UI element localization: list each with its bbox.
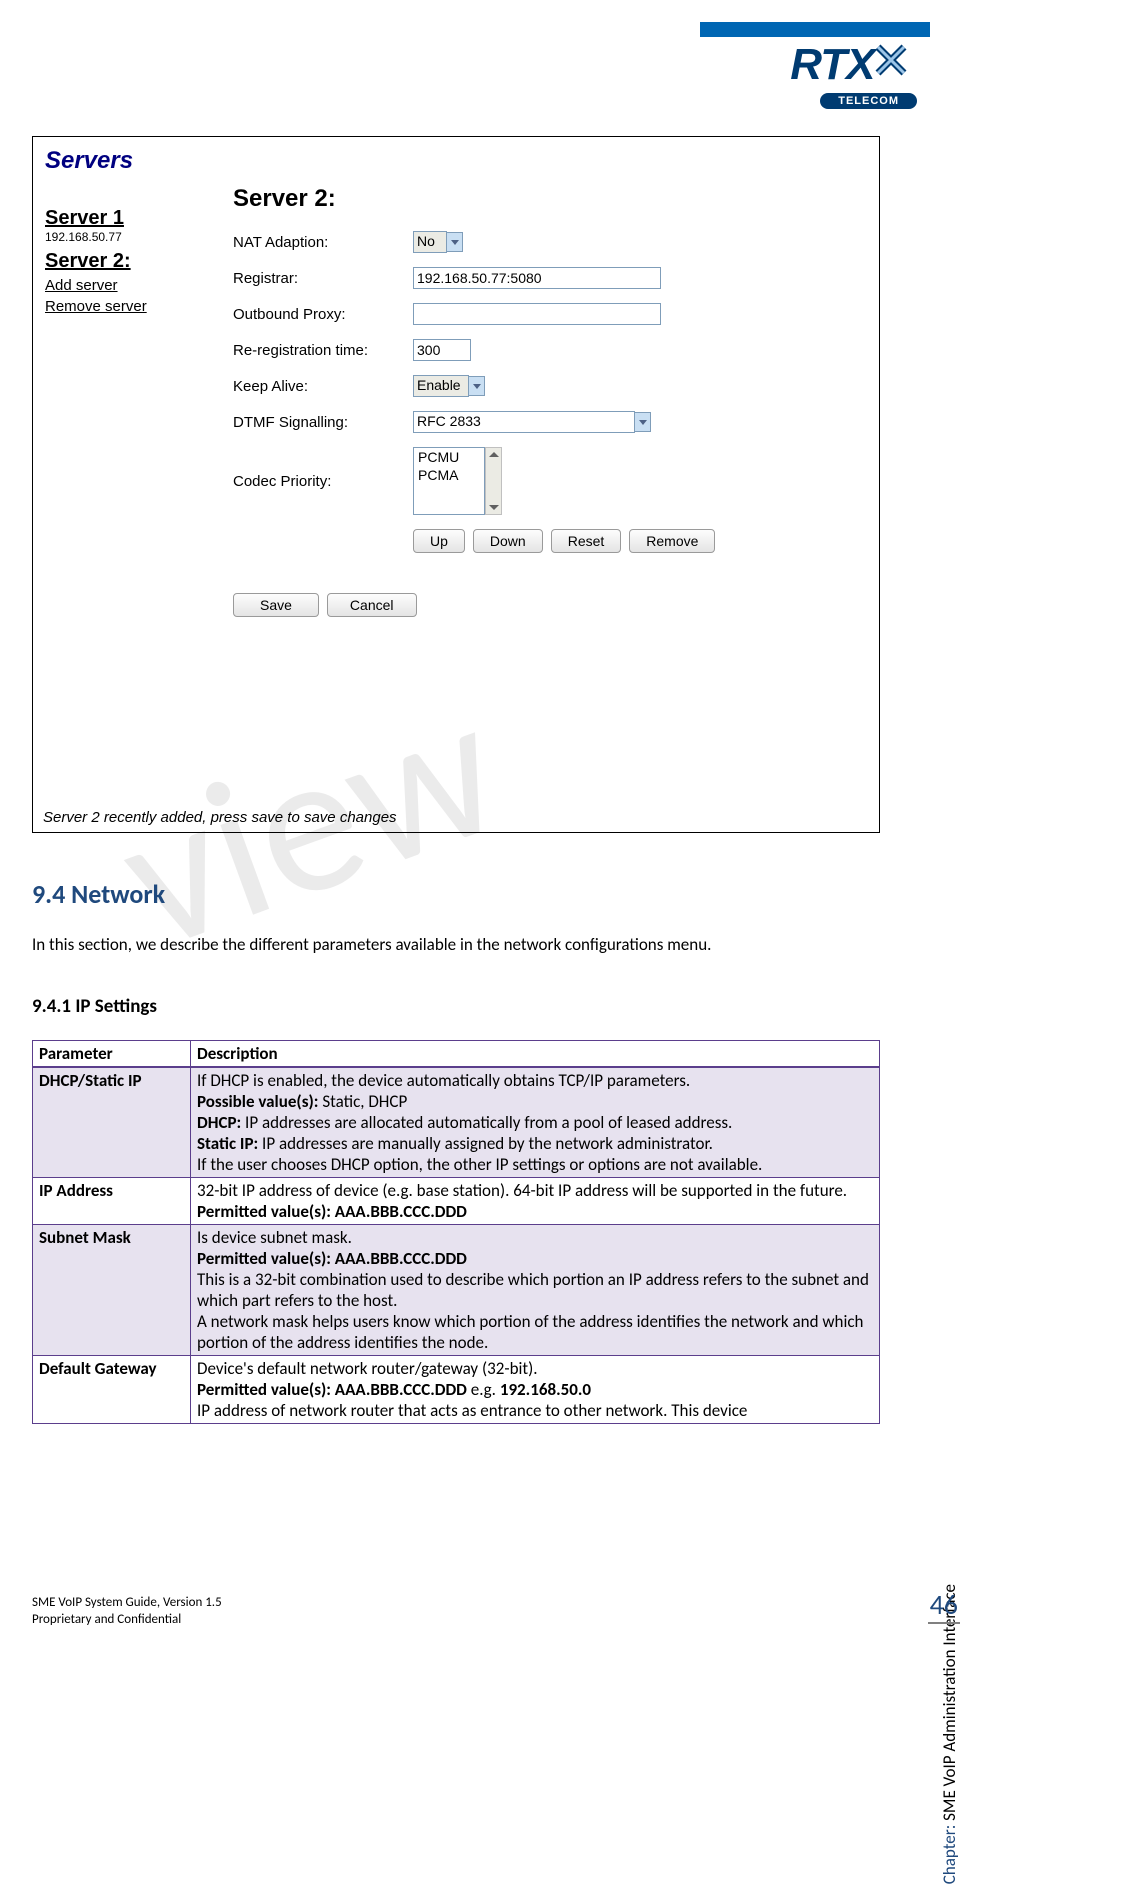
param-name: Default Gateway <box>33 1356 191 1424</box>
codec-option[interactable]: PCMA <box>414 466 484 484</box>
proxy-input[interactable] <box>413 303 661 325</box>
codec-option[interactable]: PCMU <box>414 448 484 466</box>
proxy-label: Outbound Proxy: <box>233 306 413 323</box>
rereg-input[interactable] <box>413 339 471 361</box>
nat-select[interactable]: No <box>413 231 447 253</box>
ip-settings-table: Parameter Description DHCP/Static IP If … <box>32 1040 880 1424</box>
keepalive-select[interactable]: Enable <box>413 375 469 397</box>
page-number: 46 <box>928 1587 960 1624</box>
brand-x-icon <box>874 43 908 82</box>
subsection-heading: 9.4.1 IP Settings <box>32 995 880 1018</box>
param-name: Subnet Mask <box>33 1225 191 1356</box>
down-button[interactable]: Down <box>473 529 543 553</box>
header-bar <box>700 22 930 37</box>
th-description: Description <box>191 1041 880 1068</box>
server-config-screenshot: Servers Server 1 192.168.50.77 Server 2:… <box>32 136 880 833</box>
server1-ip: 192.168.50.77 <box>45 230 233 244</box>
registrar-input[interactable] <box>413 267 661 289</box>
brand-sub: TELECOM <box>820 93 917 109</box>
registrar-label: Registrar: <box>233 270 413 287</box>
panel-title: Servers <box>45 147 879 175</box>
server1-link[interactable]: Server 1 <box>45 207 233 230</box>
remove-server-link[interactable]: Remove server <box>45 298 233 315</box>
section-paragraph: In this section, we describe the differe… <box>32 934 880 955</box>
dtmf-select[interactable]: RFC 2833 <box>413 411 635 433</box>
scrollbar[interactable] <box>485 447 502 515</box>
brand-name: RTX <box>790 40 874 90</box>
dropdown-icon[interactable] <box>446 232 463 252</box>
up-button[interactable]: Up <box>413 529 465 553</box>
nat-label: NAT Adaption: <box>233 234 413 251</box>
codec-listbox[interactable]: PCMU PCMA <box>413 447 485 515</box>
section-heading: 9.4 Network <box>32 878 880 910</box>
document-content: 9.4 Network In this section, we describe… <box>32 878 880 1424</box>
server2-link[interactable]: Server 2: <box>45 250 233 273</box>
param-desc: If DHCP is enabled, the device automatic… <box>191 1067 880 1178</box>
rereg-label: Re-registration time: <box>233 342 413 359</box>
footer: SME VoIP System Guide, Version 1.5 Propr… <box>32 1595 222 1629</box>
param-desc: Device's default network router/gateway … <box>191 1356 880 1424</box>
add-server-link[interactable]: Add server <box>45 277 233 294</box>
side-chapter: Chapter: SME VoIP Administration Interfa… <box>939 1584 960 1884</box>
th-parameter: Parameter <box>33 1041 191 1068</box>
param-name: IP Address <box>33 1178 191 1225</box>
brand-logo: RTX TELECOM <box>790 40 917 109</box>
status-text: Server 2 recently added, press save to s… <box>43 809 397 826</box>
remove-button[interactable]: Remove <box>629 529 715 553</box>
server-nav: Server 1 192.168.50.77 Server 2: Add ser… <box>33 183 233 631</box>
form-header: Server 2: <box>233 185 879 213</box>
cancel-button[interactable]: Cancel <box>327 593 417 617</box>
param-name: DHCP/Static IP <box>33 1067 191 1178</box>
dropdown-icon[interactable] <box>468 376 485 396</box>
param-desc: Is device subnet mask. Permitted value(s… <box>191 1225 880 1356</box>
codec-label: Codec Priority: <box>233 447 413 490</box>
keepalive-label: Keep Alive: <box>233 378 413 395</box>
dtmf-label: DTMF Signalling: <box>233 414 413 431</box>
save-button[interactable]: Save <box>233 593 319 617</box>
param-desc: 32-bit IP address of device (e.g. base s… <box>191 1178 880 1225</box>
reset-button[interactable]: Reset <box>551 529 622 553</box>
dropdown-icon[interactable] <box>634 412 651 432</box>
